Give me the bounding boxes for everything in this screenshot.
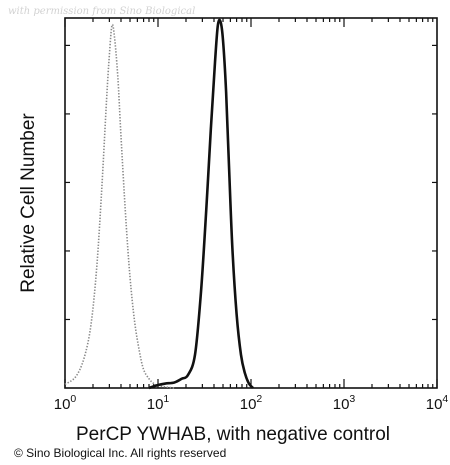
y-axis-ticks bbox=[65, 44, 437, 321]
x-axis-ticks bbox=[64, 18, 438, 388]
copyright-text: © Sino Biological Inc. All rights reserv… bbox=[14, 446, 226, 460]
negative-control-histogram bbox=[64, 23, 175, 389]
x-tick-label: 101 bbox=[147, 393, 170, 413]
x-axis-title: PerCP YWHAB, with negative control bbox=[76, 424, 390, 445]
x-axis-tick-labels: 100 101 102 103 104 bbox=[54, 393, 449, 413]
watermark-text: with permission from Sino Biological bbox=[8, 6, 195, 17]
x-tick-label: 100 bbox=[54, 393, 77, 413]
plot-frame bbox=[64, 17, 438, 389]
sample-histogram bbox=[148, 18, 254, 390]
x-tick-label: 102 bbox=[240, 393, 263, 413]
x-tick-label: 104 bbox=[426, 393, 449, 413]
y-axis-title: Relative Cell Number bbox=[18, 113, 39, 293]
x-tick-label: 103 bbox=[333, 393, 356, 413]
